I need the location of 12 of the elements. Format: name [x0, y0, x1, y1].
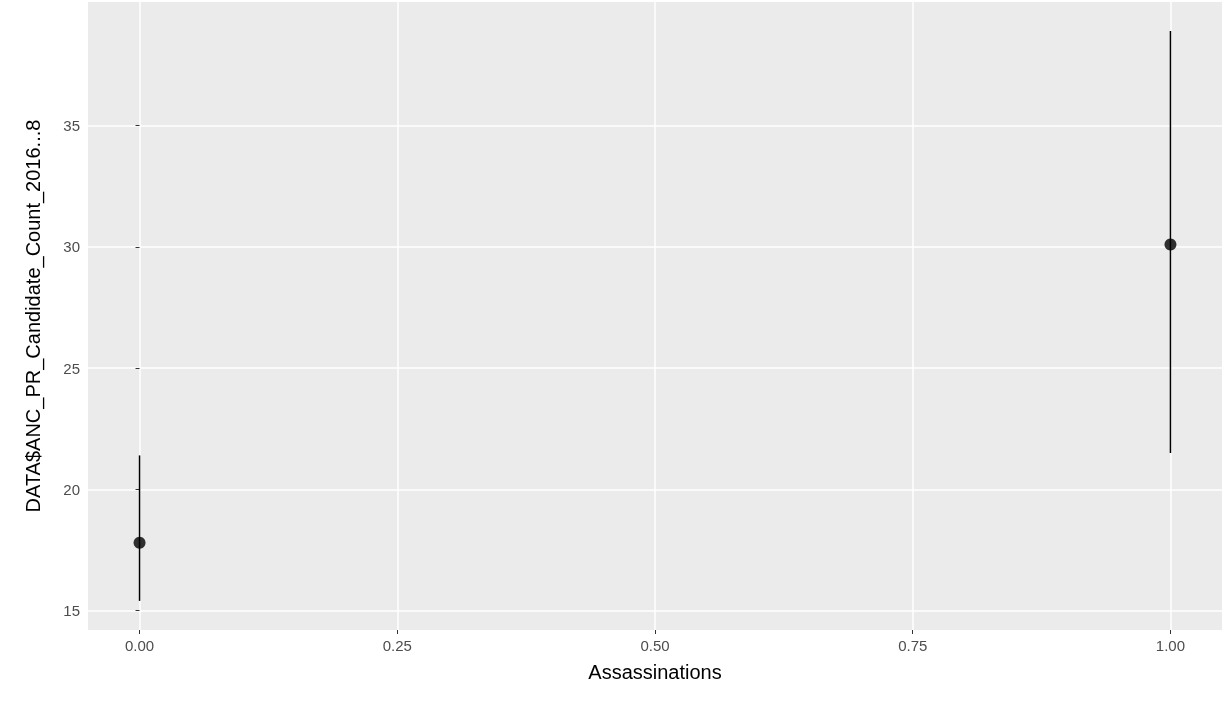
x-tick-label: 0.00: [124, 637, 155, 654]
y-tick-label: 15: [63, 602, 80, 620]
x-axis-title: Assassinations: [588, 661, 722, 683]
y-axis-title: DATA$ANC_PR_Candidate_Count_2016...8: [22, 119, 45, 513]
y-tick-label: 25: [63, 359, 80, 377]
x-tick-label: 1.00: [1155, 637, 1186, 654]
x-tick-label: 0.75: [898, 637, 928, 654]
y-tick-label: 20: [63, 480, 80, 498]
x-tick-label: 0.50: [640, 637, 670, 654]
y-tick-label: 35: [63, 117, 80, 135]
y-tick-label: 30: [63, 238, 80, 256]
x-tick-label: 0.25: [382, 637, 412, 654]
